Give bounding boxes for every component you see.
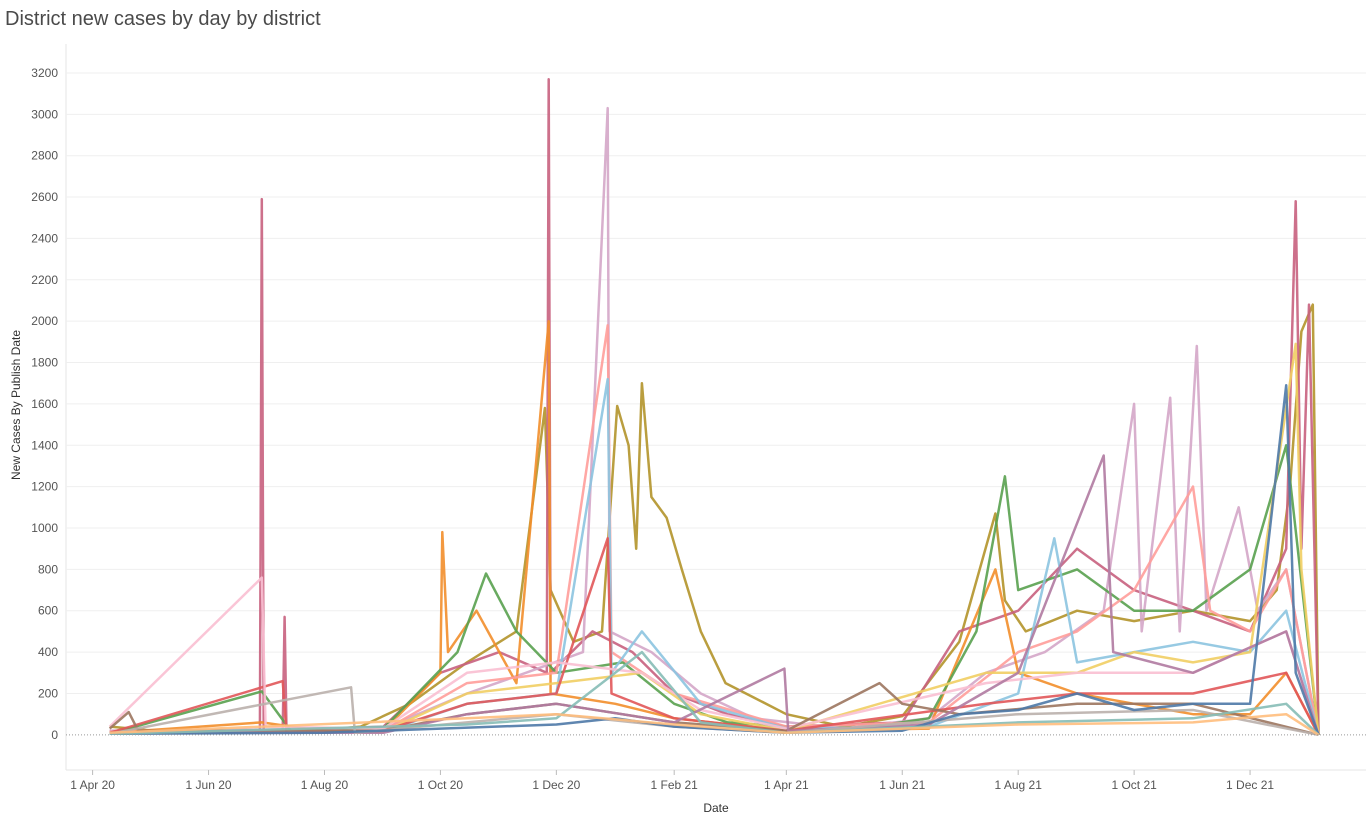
y-axis-title: New Cases By Publish Date <box>9 330 23 480</box>
y-tick-label: 3000 <box>31 107 58 121</box>
y-tick-label: 2200 <box>31 273 58 287</box>
y-tick-label: 400 <box>38 645 58 659</box>
x-tick-label: 1 Feb 21 <box>650 778 698 792</box>
y-tick-label: 1600 <box>31 397 58 411</box>
series-line-14 <box>109 384 1320 736</box>
series-layer <box>108 77 1320 737</box>
y-tick-label: 2400 <box>31 231 58 245</box>
x-tick-label: 1 Oct 21 <box>1111 778 1157 792</box>
y-tick-label: 600 <box>38 604 58 618</box>
x-tick-label: 1 Oct 20 <box>418 778 464 792</box>
y-tick-label: 1400 <box>31 438 58 452</box>
x-tick-label: 1 Dec 21 <box>1226 778 1274 792</box>
y-tick-label: 2800 <box>31 149 58 163</box>
x-tick-label: 1 Jun 20 <box>186 778 232 792</box>
y-tick-label: 1800 <box>31 356 58 370</box>
y-tick-label: 200 <box>38 686 58 700</box>
series-line-16 <box>109 712 1320 736</box>
y-tick-label: 1200 <box>31 480 58 494</box>
y-axis-ticks: 0 200 400 600 800 1000 1200 1400 1600 1800 2000 220… <box>31 66 58 742</box>
y-tick-label: 3200 <box>31 66 58 80</box>
x-axis-title: Date <box>703 801 729 815</box>
x-tick-label: 1 Apr 21 <box>764 778 809 792</box>
series-line-10 <box>108 576 1320 736</box>
gridlines <box>66 72 1366 694</box>
y-tick-label: 0 <box>51 728 58 742</box>
x-tick-label: 1 Jun 21 <box>879 778 925 792</box>
series-line-8 <box>109 342 1320 735</box>
series-line-15 <box>109 650 1320 736</box>
x-axis-ticks: 1 Apr 20 1 Jun 20 1 Aug 20 1 Oct 20 1 Dec 20… <box>70 770 1274 792</box>
y-tick-label: 800 <box>38 562 58 576</box>
x-tick-label: 1 Aug 20 <box>301 778 349 792</box>
x-tick-label: 1 Apr 20 <box>70 778 115 792</box>
series-line-2 <box>109 77 1320 735</box>
series-line-7 <box>109 377 1320 736</box>
series-line-3 <box>109 106 1320 736</box>
y-tick-label: 1000 <box>31 521 58 535</box>
x-tick-label: 1 Dec 20 <box>532 778 580 792</box>
x-tick-label: 1 Aug 21 <box>994 778 1042 792</box>
chart-title: District new cases by day by district <box>5 8 321 30</box>
y-tick-label: 2000 <box>31 314 58 328</box>
y-tick-label: 2600 <box>31 190 58 204</box>
